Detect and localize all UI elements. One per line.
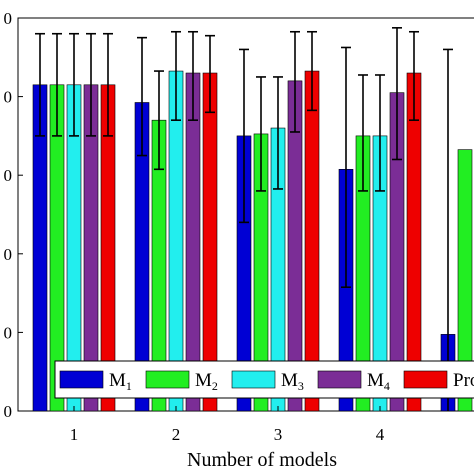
x-tick-label: 3 <box>274 425 283 444</box>
y-tick-label: 0 <box>4 402 13 421</box>
legend-swatch <box>231 370 276 389</box>
x-tick-label: 4 <box>376 425 385 444</box>
y-tick-label: 0 <box>4 323 13 342</box>
plot-area: 00000012345 <box>4 9 474 444</box>
y-tick-label: 0 <box>4 245 13 264</box>
bar-pro-3 <box>304 70 320 412</box>
y-tick-label: 0 <box>4 9 13 28</box>
bar-pro-2 <box>202 72 218 412</box>
legend-swatch <box>317 370 362 389</box>
y-tick-label: 0 <box>4 166 13 185</box>
y-tick-label: 0 <box>4 88 13 107</box>
bar-m2-5 <box>457 149 473 412</box>
x-tick-label: 1 <box>70 425 79 444</box>
legend-swatch <box>59 370 104 389</box>
x-tick-label: 2 <box>172 425 181 444</box>
legend: M1M2M3M4Pro <box>54 360 474 399</box>
bar-m4-2 <box>185 72 201 412</box>
x-axis-title: Number of models <box>187 449 337 471</box>
legend-swatch <box>145 370 190 389</box>
bar-pro-4 <box>406 72 422 412</box>
legend-label: Pro <box>453 370 474 391</box>
bar-m3-2 <box>168 70 184 412</box>
legend-swatch <box>403 370 448 389</box>
